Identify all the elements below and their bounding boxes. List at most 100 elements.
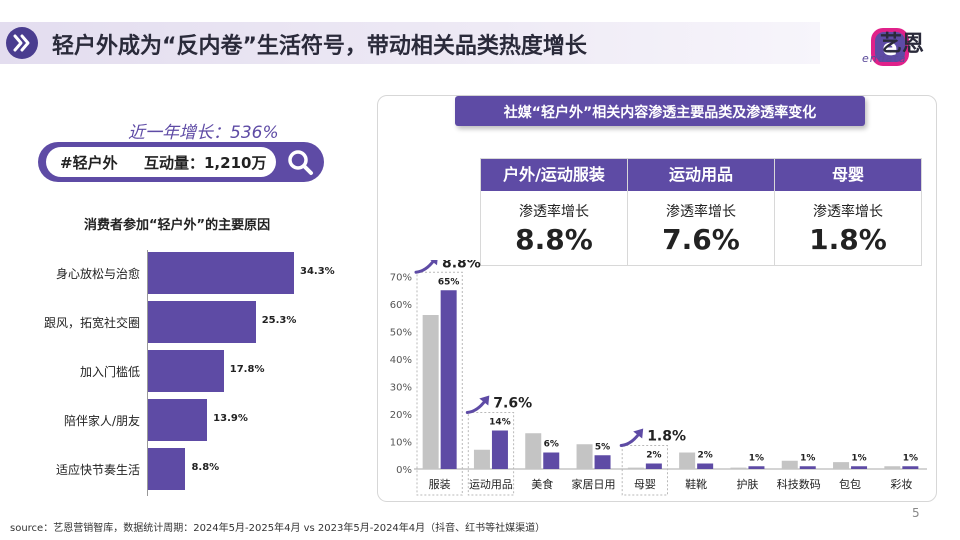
bar-prev-period [576,444,593,469]
card-apparel: 户外/运动服装 渗透率增长 8.8% [480,158,628,266]
y-tick-label: 0% [396,465,412,476]
bar-value-label: 14% [489,418,511,428]
y-tick-label: 50% [390,328,412,339]
search-hashtag: #轻户外 [60,154,118,172]
bar-value-label: 1% [903,453,918,463]
bar-prev-period [473,449,490,469]
reason-value-label: 34.3% [300,266,335,277]
search-input [46,147,276,177]
bar-prev-period [422,315,439,469]
y-tick-label: 20% [390,410,412,421]
header-bar [0,22,820,64]
highlight-box [416,271,463,496]
bar-current-period [902,466,919,469]
bar-value-label: 6% [544,440,559,450]
growth-arrowhead-icon [430,260,438,266]
y-tick-label: 70% [390,273,412,284]
bar-prev-period [884,466,901,469]
bar-current-period [851,466,868,469]
category-label: 彩妆 [890,478,912,491]
reason-value-label: 8.8% [191,462,220,473]
bar-value-label: 1% [749,453,764,463]
growth-arrowhead-icon [479,395,490,406]
card-value: 7.6% [662,223,740,256]
growth-arrowhead-icon [633,428,644,439]
footer-source: source：艺恩营销智库，数据统计周期：2024年5月-2025年4月 vs … [10,523,546,534]
category-label: 服装 [429,478,451,491]
reason-label: 陪伴家人/朋友 [63,414,140,428]
logo-text: 艺恩 [880,32,925,57]
reason-bar [148,350,224,392]
bar-value-label: 2% [646,451,661,461]
bar-prev-period [627,467,644,469]
growth-label: 近一年增长：536% [128,123,279,143]
bar-current-period [645,463,662,469]
category-label: 包包 [839,478,861,491]
highlight-box [621,445,668,496]
svg-text:e: e [883,36,898,61]
bar-prev-period [781,460,798,469]
reason-label: 跟风，拓宽社交圈 [43,316,140,330]
category-label: 运动用品 [469,478,513,491]
bar-prev-period [833,462,850,469]
card-sports-goods: 运动用品 渗透率增长 7.6% [627,158,775,266]
reason-bar [148,448,186,490]
card-value: 8.8% [515,223,593,256]
y-tick-label: 10% [390,438,412,449]
category-label: 科技数码 [777,477,821,491]
reasons-chart: 身心放松与治愈 34.3% 跟风，拓宽社交圈 25.3% 加入门槛低 17.8% 陪伴家人/… [0,0,400,540]
category-penetration-chart: 0% 10% 20% 30% 40% 50% 60% 70% 65% 服装 14% 运动用品 6% 美食 5… [390,260,927,496]
card-maternity: 母婴 渗透率增长 1.8% [774,158,922,266]
bar-prev-period [679,452,696,469]
bar-current-period [594,455,611,469]
bar-current-period [697,463,714,469]
bar-value-label: 1% [800,453,815,463]
growth-arrow-icon [619,432,641,447]
card-metric: 渗透率增长 [813,204,883,220]
bar-current-period [748,466,765,469]
growth-arrow-icon [465,399,487,414]
y-tick-label: 40% [390,355,412,366]
reason-bar [148,252,294,294]
card-metric: 渗透率增长 [666,204,736,220]
reason-bar [148,301,256,343]
growth-annotation-label: 8.8% [442,260,481,271]
bar-value-label: 2% [698,451,713,461]
endata-logo-icon: e [871,28,909,66]
reason-label: 身心放松与治愈 [55,267,140,281]
category-label: 家居日用 [572,477,616,491]
y-tick-label: 60% [390,300,412,311]
panel-title: 社媒“轻户外”相关内容渗透主要品类及渗透率变化 [503,105,817,121]
search-interactions: 互动量：1,210万 [144,154,267,172]
panel-title-box [455,96,865,126]
category-label: 母婴 [634,478,656,491]
page-title: 轻户外成为“反内卷”生活符号，带动相关品类热度增长 [52,34,587,59]
bar-prev-period [525,433,542,469]
bar-current-period [799,466,816,469]
reasons-chart-title: 消费者参加“轻户外”的主要原因 [84,218,271,233]
reasons-axis [147,250,148,496]
card-category: 运动用品 [628,159,774,191]
reason-label: 适应快节奏生活 [55,463,140,477]
reason-value-label: 17.8% [229,364,265,375]
page-number: 5 [912,506,920,520]
bar-current-period [543,452,560,469]
card-category: 户外/运动服装 [481,159,627,191]
bar-value-label: 65% [438,277,460,287]
card-category: 母婴 [775,159,921,191]
y-tick-label: 30% [390,383,412,394]
reason-value-label: 25.3% [261,315,297,326]
logo-subtext: endata [862,52,907,65]
category-label: 鞋靴 [685,477,707,491]
bar-value-label: 1% [851,453,866,463]
reason-label: 加入门槛低 [79,365,140,379]
card-metric: 渗透率增长 [519,204,589,220]
search-icon [288,150,313,175]
bar-current-period [440,290,457,469]
growth-arrow-icon [414,260,436,274]
double-chevron-icon [6,27,38,59]
growth-annotation-label: 7.6% [493,396,532,412]
growth-annotation-label: 1.8% [647,429,686,445]
category-label: 美食 [531,477,553,491]
bar-value-label: 5% [595,442,610,452]
